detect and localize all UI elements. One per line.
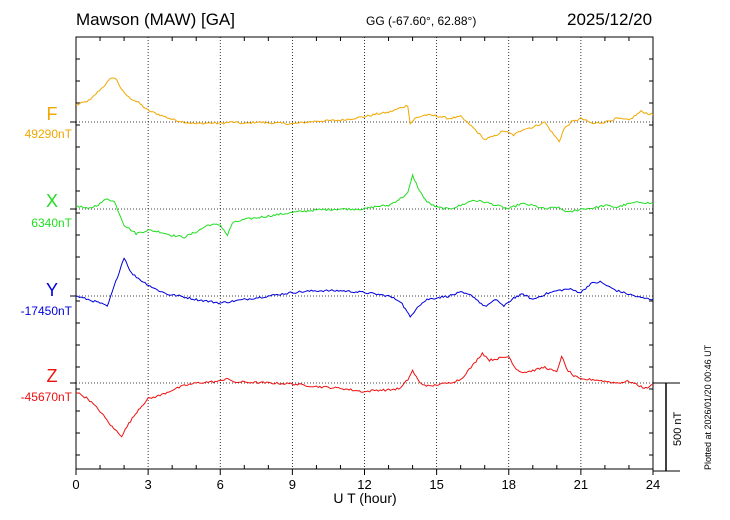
channel-baseline-y: -17450nT [20, 304, 72, 318]
x-tick-labels: 0 3 6 9 12 15 18 21 24 [72, 477, 660, 492]
x-tick-label: 0 [72, 477, 79, 492]
series-line-x [75, 173, 654, 239]
channel-label-x: X [45, 191, 58, 211]
x-tick-label: 12 [357, 477, 371, 492]
series-lines [75, 77, 654, 438]
channel-label-y: Y [45, 280, 58, 300]
grid [147, 37, 582, 469]
series-line-f [76, 77, 654, 143]
scale-bar [653, 382, 680, 472]
x-tick-label: 9 [289, 477, 296, 492]
series-line-z [75, 351, 653, 438]
channel-label-z: Z [46, 366, 58, 386]
date-label: 2025/12/20 [567, 10, 653, 29]
x-axis-label: U T (hour) [333, 490, 396, 506]
x-tick-label: 3 [145, 477, 152, 492]
channel-baseline-f: 49290nT [24, 127, 72, 141]
x-tick-label: 6 [217, 477, 224, 492]
channel-label-f: F [46, 104, 58, 124]
series-line-y [75, 257, 654, 318]
ticks [75, 37, 654, 475]
channel-baseline-x: 6340nT [31, 216, 72, 230]
x-tick-label: 18 [502, 477, 516, 492]
baselines [70, 121, 653, 384]
x-tick-label: 24 [646, 477, 660, 492]
x-tick-label: 21 [574, 477, 588, 492]
coords-label: GG (-67.60°, 62.88°) [366, 14, 477, 28]
x-tick-label: 15 [429, 477, 443, 492]
channel-baseline-z: -45670nT [20, 390, 72, 404]
station-title: Mawson (MAW) [GA] [76, 10, 235, 29]
